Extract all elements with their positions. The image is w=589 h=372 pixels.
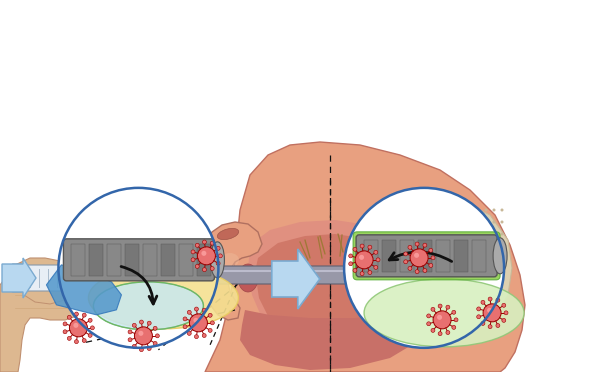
Circle shape	[501, 232, 504, 235]
Polygon shape	[255, 234, 403, 344]
FancyBboxPatch shape	[161, 244, 176, 276]
Circle shape	[202, 308, 206, 312]
Ellipse shape	[94, 282, 203, 330]
Circle shape	[485, 269, 488, 272]
Circle shape	[501, 317, 504, 320]
Circle shape	[501, 221, 504, 224]
Circle shape	[445, 208, 448, 212]
FancyBboxPatch shape	[166, 266, 422, 284]
Circle shape	[452, 208, 455, 212]
Circle shape	[452, 257, 455, 260]
Circle shape	[454, 318, 458, 322]
Circle shape	[446, 331, 450, 334]
Circle shape	[461, 208, 464, 212]
Ellipse shape	[238, 264, 258, 292]
Circle shape	[147, 321, 151, 325]
Circle shape	[353, 269, 357, 272]
FancyBboxPatch shape	[107, 244, 121, 276]
Polygon shape	[430, 195, 512, 325]
Circle shape	[452, 232, 455, 235]
Circle shape	[360, 272, 364, 276]
Circle shape	[461, 305, 464, 308]
Circle shape	[431, 328, 435, 332]
Circle shape	[461, 221, 464, 224]
Circle shape	[436, 232, 439, 235]
Circle shape	[501, 280, 504, 283]
Circle shape	[431, 256, 435, 260]
Circle shape	[446, 305, 450, 309]
Circle shape	[134, 327, 153, 345]
Circle shape	[437, 315, 442, 320]
Circle shape	[58, 188, 219, 348]
Circle shape	[452, 326, 456, 329]
Circle shape	[502, 318, 506, 323]
Circle shape	[445, 305, 448, 308]
Circle shape	[501, 208, 504, 212]
Circle shape	[436, 280, 439, 283]
Circle shape	[414, 253, 419, 258]
Circle shape	[452, 292, 455, 295]
Circle shape	[496, 324, 500, 327]
Circle shape	[203, 268, 206, 272]
Circle shape	[468, 232, 472, 235]
Circle shape	[423, 269, 427, 273]
Circle shape	[492, 292, 495, 295]
Circle shape	[445, 280, 448, 283]
Circle shape	[501, 305, 504, 308]
Circle shape	[216, 246, 220, 250]
Circle shape	[461, 317, 464, 320]
Circle shape	[349, 254, 353, 258]
Circle shape	[477, 317, 479, 320]
Circle shape	[452, 305, 455, 308]
Polygon shape	[205, 142, 525, 372]
Circle shape	[368, 270, 372, 275]
Circle shape	[492, 269, 495, 272]
FancyBboxPatch shape	[151, 266, 161, 290]
Circle shape	[477, 280, 479, 283]
Circle shape	[492, 232, 495, 235]
Circle shape	[477, 232, 479, 235]
Circle shape	[436, 317, 439, 320]
Circle shape	[203, 240, 206, 244]
Circle shape	[468, 257, 472, 260]
Circle shape	[485, 292, 488, 295]
FancyArrowPatch shape	[389, 252, 452, 262]
Circle shape	[501, 244, 504, 247]
Circle shape	[410, 249, 428, 267]
Circle shape	[429, 263, 433, 267]
Circle shape	[436, 257, 439, 260]
Circle shape	[63, 322, 67, 326]
Circle shape	[485, 208, 488, 212]
Circle shape	[477, 307, 481, 311]
Circle shape	[426, 314, 431, 318]
Circle shape	[208, 328, 212, 332]
Circle shape	[436, 292, 439, 295]
Circle shape	[359, 255, 364, 260]
Circle shape	[90, 326, 94, 330]
Circle shape	[477, 221, 479, 224]
Circle shape	[191, 258, 195, 262]
Circle shape	[133, 344, 136, 348]
Circle shape	[140, 348, 143, 352]
FancyBboxPatch shape	[64, 239, 214, 281]
Circle shape	[477, 305, 479, 308]
Circle shape	[468, 317, 472, 320]
Circle shape	[431, 307, 435, 311]
Circle shape	[349, 262, 353, 266]
Circle shape	[492, 317, 495, 320]
Circle shape	[194, 307, 198, 311]
Circle shape	[408, 245, 412, 249]
FancyBboxPatch shape	[12, 264, 22, 292]
Circle shape	[210, 321, 214, 325]
Circle shape	[70, 319, 87, 337]
Circle shape	[436, 305, 439, 308]
Circle shape	[155, 334, 160, 338]
Circle shape	[374, 250, 378, 254]
Circle shape	[461, 269, 464, 272]
Circle shape	[445, 269, 448, 272]
FancyBboxPatch shape	[197, 244, 211, 276]
FancyBboxPatch shape	[71, 244, 85, 276]
Circle shape	[485, 280, 488, 283]
Circle shape	[88, 318, 92, 322]
